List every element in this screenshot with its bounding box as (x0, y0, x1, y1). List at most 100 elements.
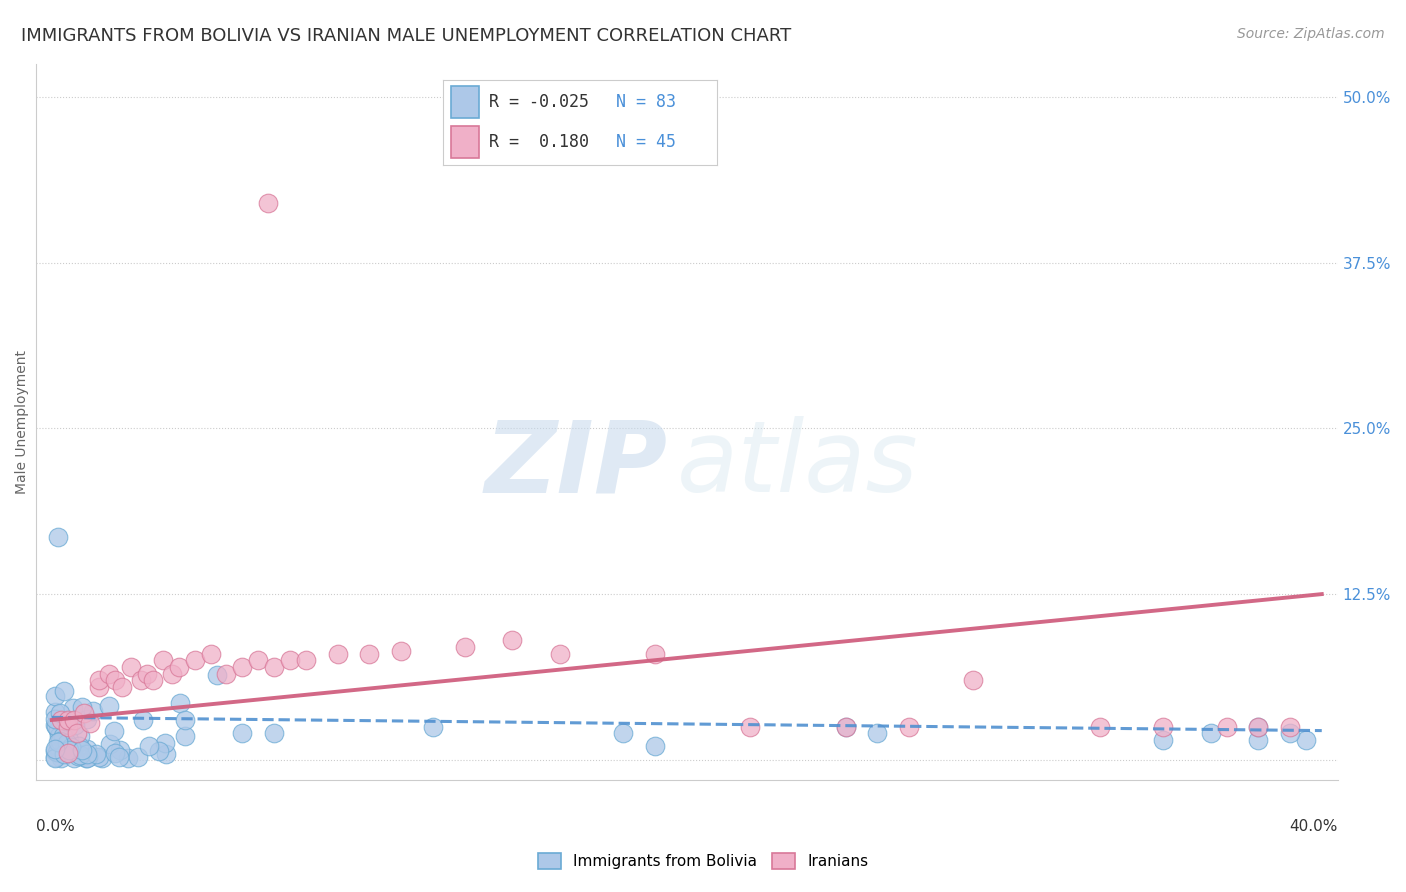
Point (644, 647, 666, 661)
Point (52, 747, 75, 761)
Text: R = -0.025: R = -0.025 (489, 94, 589, 112)
Point (183, 653, 205, 667)
Point (100, 737, 122, 751)
Point (740, 720, 762, 734)
Point (84, 747, 107, 761)
Point (104, 746, 127, 760)
Text: Source: ZipAtlas.com: Source: ZipAtlas.com (1237, 27, 1385, 41)
Point (231, 660, 253, 674)
Point (51, 713, 73, 727)
Point (162, 666, 184, 681)
Point (1199, 726, 1222, 740)
Point (962, 673, 984, 688)
Point (295, 653, 318, 667)
Point (45, 719, 67, 733)
Point (263, 660, 285, 674)
Point (69, 729, 91, 743)
Y-axis label: Male Unemployment: Male Unemployment (15, 350, 30, 494)
Text: 40.0%: 40.0% (1289, 819, 1337, 834)
Point (52, 729, 75, 743)
Point (1279, 726, 1302, 740)
Point (46, 530, 69, 544)
Point (120, 660, 142, 674)
Point (97, 698, 120, 713)
Point (87, 749, 110, 764)
Point (174, 730, 197, 744)
Point (79, 715, 101, 730)
Point (108, 743, 131, 757)
Point (76, 713, 98, 727)
Point (76, 742, 98, 756)
Point (55, 722, 77, 736)
Point (62, 700, 84, 714)
Point (55, 740, 77, 755)
Point (548, 647, 571, 661)
Point (263, 726, 285, 740)
Point (148, 744, 170, 758)
Point (70, 699, 93, 714)
Text: atlas: atlas (676, 417, 918, 513)
Point (53, 684, 76, 698)
Point (215, 666, 238, 681)
Point (278, 653, 301, 667)
Point (44, 742, 66, 756)
Text: N = 83: N = 83 (616, 94, 676, 112)
Point (89, 680, 111, 694)
Point (142, 673, 165, 688)
Point (53, 738, 76, 752)
Point (866, 726, 889, 740)
Text: N = 45: N = 45 (616, 133, 676, 151)
Point (69, 747, 91, 762)
Point (108, 749, 131, 764)
Legend: Immigrants from Bolivia, Iranians: Immigrants from Bolivia, Iranians (531, 847, 875, 875)
Point (1295, 732, 1317, 747)
Point (136, 666, 159, 681)
Text: R =  0.180: R = 0.180 (489, 133, 589, 151)
Point (46, 735, 69, 749)
Point (129, 673, 152, 688)
Point (1215, 720, 1237, 734)
Point (58, 743, 80, 757)
Point (44, 751, 66, 765)
Point (48, 743, 70, 757)
Point (44, 706, 66, 720)
Point (152, 653, 174, 667)
Point (389, 644, 412, 658)
Point (66, 726, 89, 740)
Point (63, 751, 86, 765)
Point (103, 723, 125, 738)
Text: IMMIGRANTS FROM BOLIVIA VS IRANIAN MALE UNEMPLOYMENT CORRELATION CHART: IMMIGRANTS FROM BOLIVIA VS IRANIAN MALE … (21, 27, 792, 45)
Point (1279, 720, 1302, 734)
Point (49, 706, 72, 720)
Point (44, 690, 66, 704)
Point (46, 723, 69, 737)
Point (501, 633, 523, 648)
Point (200, 647, 222, 661)
Point (256, 196, 278, 211)
Point (1247, 720, 1270, 734)
Point (1088, 720, 1111, 734)
Point (205, 667, 228, 681)
Point (898, 720, 921, 734)
Point (59, 717, 82, 731)
Point (76, 749, 98, 764)
Point (155, 747, 177, 762)
Point (138, 739, 160, 754)
Point (48, 734, 70, 748)
Point (91, 751, 114, 765)
FancyBboxPatch shape (451, 87, 478, 119)
Point (132, 714, 155, 728)
Point (44, 750, 66, 764)
Point (612, 726, 634, 740)
Point (169, 696, 191, 710)
Point (56, 720, 79, 734)
Point (44, 712, 66, 726)
Point (70, 743, 93, 757)
Point (247, 653, 270, 667)
Point (46, 723, 69, 738)
Text: 0.0%: 0.0% (37, 819, 75, 834)
Point (44, 717, 66, 731)
Point (127, 750, 149, 764)
Point (49, 735, 72, 749)
Point (1152, 720, 1174, 734)
